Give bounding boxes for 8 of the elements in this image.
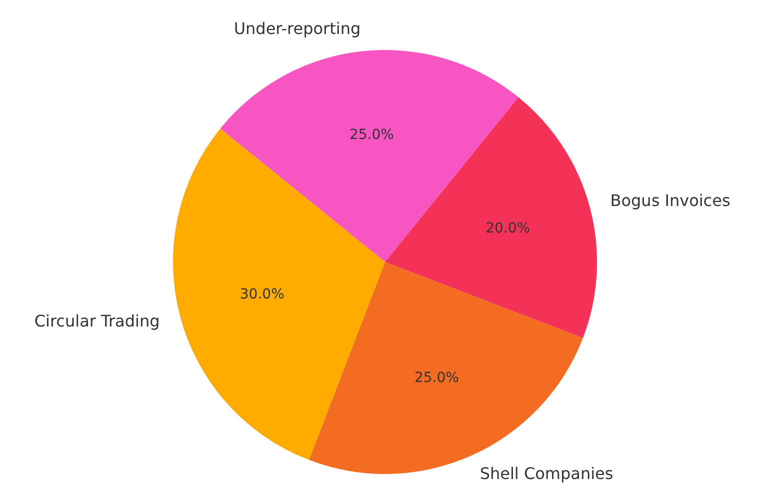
data-label: 25.0% [349,127,394,144]
data-label: 25.0% [414,370,459,386]
slice-label: Bogus Invoices [610,190,730,210]
slice-label: Circular Trading [34,312,160,331]
data-label: 20.0% [486,220,530,237]
slice-label: Under-reporting [234,19,361,38]
data-label: 30.0% [240,286,284,303]
slice-label: Shell Companies [480,464,614,483]
